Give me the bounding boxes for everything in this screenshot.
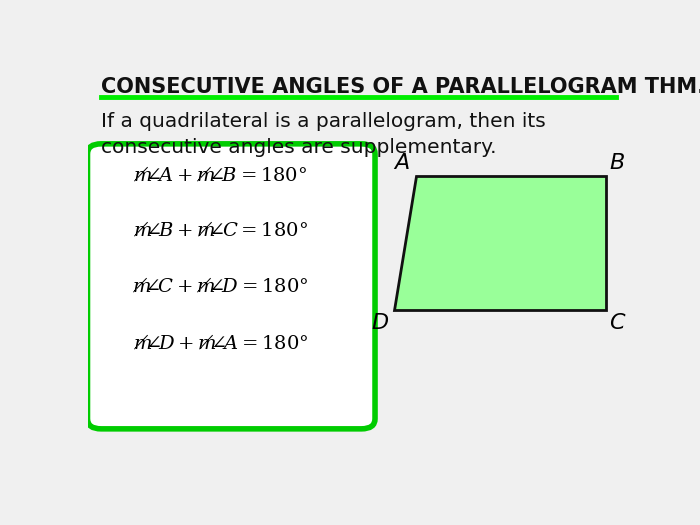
Text: $m\!\not\!\angle\! D + m\!\not\!\angle\! A = 180°$: $m\!\not\!\angle\! D + m\!\not\!\angle\!… (133, 334, 308, 353)
FancyBboxPatch shape (88, 144, 375, 429)
Text: A: A (395, 153, 409, 173)
Text: CONSECUTIVE ANGLES OF A PARALLELOGRAM THM.: CONSECUTIVE ANGLES OF A PARALLELOGRAM TH… (101, 77, 700, 97)
Polygon shape (394, 176, 606, 310)
Text: D: D (371, 313, 388, 333)
Text: B: B (609, 153, 624, 173)
Text: consecutive angles are supplementary.: consecutive angles are supplementary. (101, 138, 496, 157)
Text: $m\!\not\!\angle\! A + m\!\not\!\angle\! B = 180°$: $m\!\not\!\angle\! A + m\!\not\!\angle\!… (133, 166, 307, 186)
Text: C: C (609, 313, 624, 333)
Text: $m\!\not\!\angle\! B + m\!\not\!\angle\! C = 180°$: $m\!\not\!\angle\! B + m\!\not\!\angle\!… (133, 221, 308, 240)
Text: $m\!\not\!\angle\! C + m\!\not\!\angle\! D = 180°$: $m\!\not\!\angle\! C + m\!\not\!\angle\!… (132, 278, 309, 297)
Text: If a quadrilateral is a parallelogram, then its: If a quadrilateral is a parallelogram, t… (101, 111, 546, 131)
